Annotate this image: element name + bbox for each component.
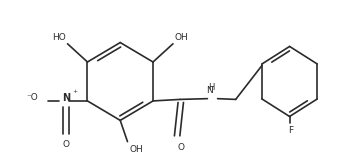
Text: H: H [209,83,215,92]
Text: F: F [288,126,293,135]
Text: OH: OH [129,145,143,154]
Text: HO: HO [52,32,66,41]
Text: ⁻O: ⁻O [27,93,39,102]
Text: O: O [177,143,185,152]
Text: N: N [62,93,70,103]
Text: +: + [72,89,78,94]
Text: N: N [206,86,213,95]
Text: O: O [62,140,69,149]
Text: OH: OH [175,32,189,41]
